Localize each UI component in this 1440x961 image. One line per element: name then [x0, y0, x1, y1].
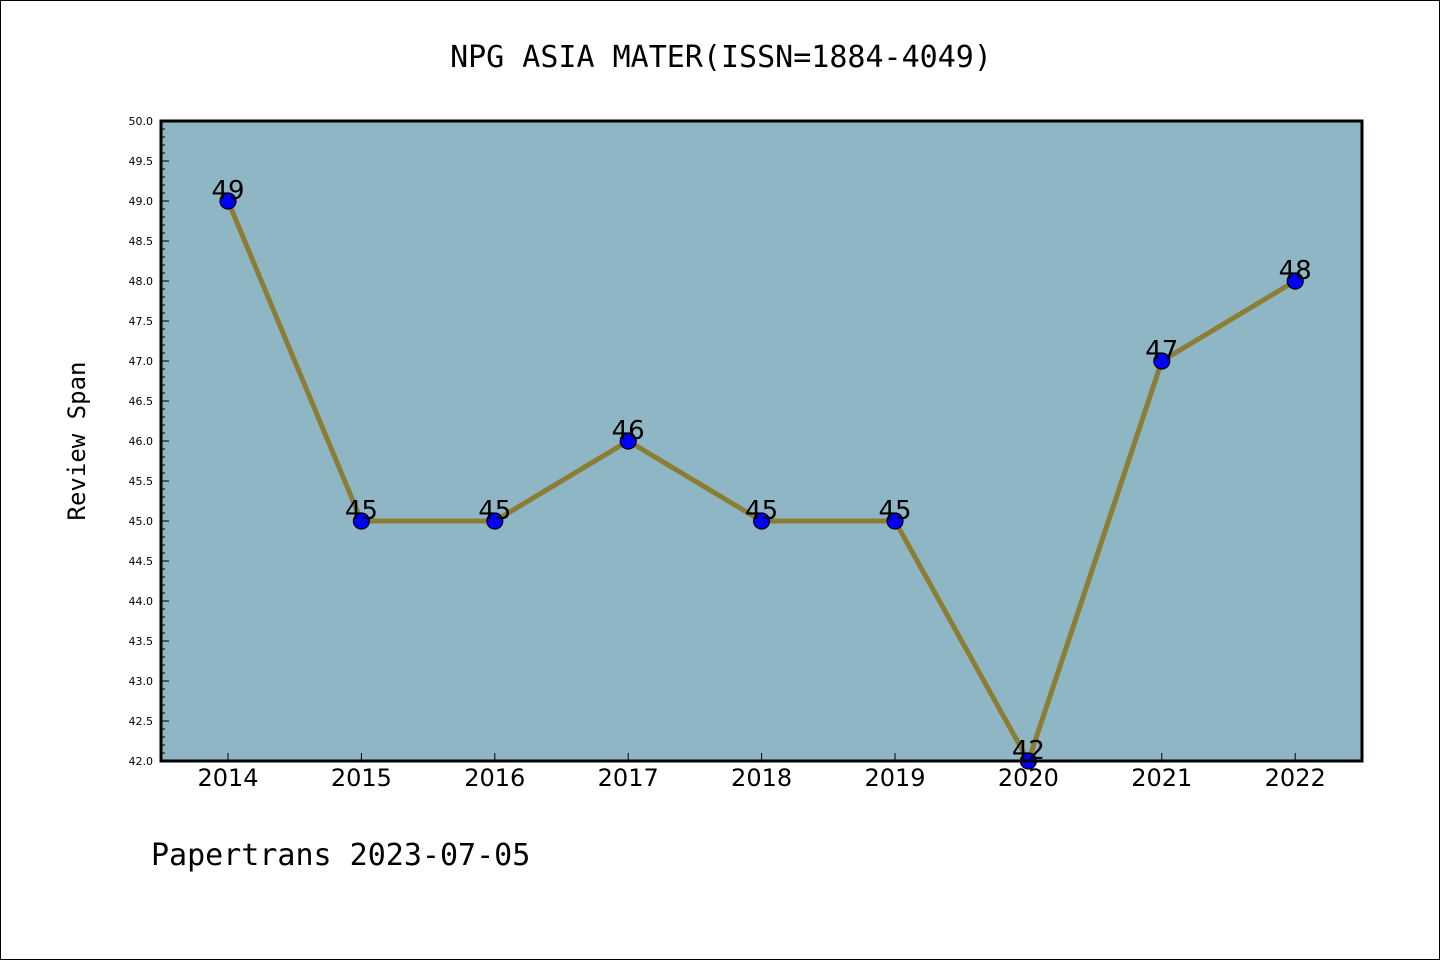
x-tick-label: 2014	[197, 764, 258, 792]
y-tick-label: 46.0	[129, 435, 154, 448]
y-tick-label: 49.0	[129, 195, 154, 208]
data-point	[352, 512, 370, 530]
data-label: 45	[478, 496, 511, 526]
x-tick-label: 2015	[331, 764, 392, 792]
y-tick-label: 45.0	[129, 515, 154, 528]
y-tick-label: 49.5	[129, 155, 154, 168]
data-label: 45	[345, 496, 378, 526]
data-label: 45	[878, 496, 911, 526]
y-tick-label: 48.5	[129, 235, 154, 248]
data-label: 47	[1145, 336, 1178, 366]
y-tick-label: 45.5	[129, 475, 154, 488]
data-label: 49	[211, 176, 244, 206]
y-tick-label: 43.5	[129, 635, 154, 648]
data-point	[219, 192, 237, 210]
chart-title: NPG ASIA MATER(ISSN=1884-4049)	[450, 40, 992, 75]
x-tick-label: 2017	[598, 764, 659, 792]
y-axis-label: Review Span	[63, 362, 91, 521]
x-tick-label: 2018	[731, 764, 792, 792]
y-tick-label: 50.0	[129, 115, 154, 128]
footer-stamp: Papertrans 2023-07-05	[151, 838, 530, 873]
data-point	[1286, 272, 1304, 290]
data-point	[619, 432, 637, 450]
y-tick-label: 48.0	[129, 275, 154, 288]
data-point	[886, 512, 904, 530]
plot-border	[159, 119, 1364, 763]
y-tick-label: 47.0	[129, 355, 154, 368]
y-tick-label: 46.5	[129, 395, 154, 408]
y-tick-label: 42.0	[129, 755, 154, 768]
y-axis: 42.0 42.5 43.0 43.5 44.0 44.5 45.0 45.5 46.0 46.5…	[129, 115, 169, 768]
data-label: 46	[612, 416, 645, 446]
y-tick-label: 44.5	[129, 555, 154, 568]
plot-area	[161, 121, 1362, 761]
x-tick-label: 2016	[464, 764, 525, 792]
data-point	[752, 512, 771, 530]
data-label: 48	[1279, 256, 1312, 286]
x-axis: 2014 2015 2016 2017 2018 2019 2020 2021 2022	[197, 753, 1326, 792]
y-tick-label: 43.0	[129, 675, 154, 688]
data-point	[486, 512, 504, 530]
data-label: 45	[745, 496, 778, 526]
y-tick-label: 42.5	[129, 715, 154, 728]
x-tick-label: 2019	[864, 764, 925, 792]
x-tick-label: 2022	[1265, 764, 1326, 792]
y-tick-label: 44.0	[129, 595, 154, 608]
data-point	[1153, 352, 1171, 370]
series-layer	[219, 192, 1304, 770]
y-tick-label: 47.5	[129, 315, 154, 328]
x-tick-label: 2021	[1131, 764, 1192, 792]
